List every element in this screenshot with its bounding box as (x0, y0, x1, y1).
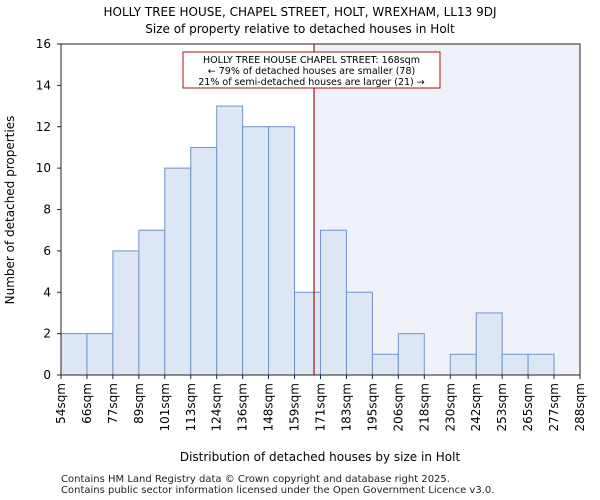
bar-159sqm (294, 291, 321, 376)
x-tick-label: 148sqm (262, 383, 276, 431)
bar-171sqm (320, 229, 347, 376)
bar-195sqm (371, 353, 399, 376)
footer-copyright: Contains HM Land Registry data © Crown c… (61, 474, 450, 485)
y-tick-label: 16 (36, 37, 51, 51)
bar-113sqm (190, 146, 218, 376)
x-tick-label: 218sqm (417, 383, 431, 431)
x-tick-label: 288sqm (573, 383, 587, 431)
y-tick-label: 4 (43, 285, 51, 299)
x-tick-label: 159sqm (288, 383, 302, 431)
y-tick-label: 2 (43, 327, 51, 341)
bar-66sqm (86, 333, 114, 376)
bar-89sqm (138, 229, 166, 376)
bar-148sqm (268, 126, 296, 376)
annotation-larger: 21% of semi-detached houses are larger (… (198, 77, 425, 88)
y-tick-label: 0 (43, 368, 51, 382)
x-tick-label: 195sqm (365, 383, 379, 431)
x-axis-label: Distribution of detached houses by size … (180, 450, 461, 464)
footer-licence: Contains public sector information licen… (61, 485, 495, 496)
x-tick-label: 265sqm (521, 383, 535, 431)
x-tick-label: 101sqm (158, 383, 172, 431)
x-tick-label: 77sqm (106, 383, 120, 424)
bar-242sqm (475, 312, 503, 376)
annotation-title: HOLLY TREE HOUSE CHAPEL STREET: 168sqm (203, 55, 420, 66)
x-tick-label: 242sqm (469, 383, 483, 431)
x-tick-label: 230sqm (443, 383, 457, 431)
x-tick-label: 124sqm (210, 383, 224, 431)
x-tick-label: 54sqm (54, 383, 68, 424)
bar-253sqm (501, 353, 529, 376)
bar-265sqm (527, 353, 555, 376)
bar-101sqm (164, 167, 192, 376)
bar-124sqm (216, 105, 244, 376)
x-tick-label: 89sqm (132, 383, 146, 424)
y-tick-label: 8 (43, 203, 51, 217)
x-tick-label: 171sqm (314, 383, 328, 431)
x-tick-label: 66sqm (80, 383, 94, 424)
bar-230sqm (449, 353, 477, 376)
bar-136sqm (242, 126, 270, 376)
x-tick-label: 136sqm (236, 383, 250, 431)
chart-subtitle: Size of property relative to detached ho… (145, 22, 455, 36)
chart-title: HOLLY TREE HOUSE, CHAPEL STREET, HOLT, W… (103, 5, 496, 19)
bar-54sqm (60, 333, 88, 376)
y-tick-label: 10 (36, 161, 51, 175)
annotation-box (182, 51, 441, 89)
bar-77sqm (112, 250, 140, 376)
x-tick-label: 113sqm (184, 383, 198, 431)
x-tick-label: 277sqm (547, 383, 561, 431)
x-tick-label: 206sqm (391, 383, 405, 431)
x-tick-label: 253sqm (495, 383, 509, 431)
annotation-smaller: ← 79% of detached houses are smaller (78… (208, 66, 415, 77)
x-tick-label: 183sqm (339, 383, 353, 431)
y-tick-label: 12 (36, 120, 51, 134)
y-axis-label: Number of detached properties (3, 116, 17, 305)
y-tick-label: 14 (36, 78, 51, 92)
bar-183sqm (345, 291, 373, 376)
bar-206sqm (397, 333, 425, 376)
y-tick-label: 6 (43, 244, 51, 258)
